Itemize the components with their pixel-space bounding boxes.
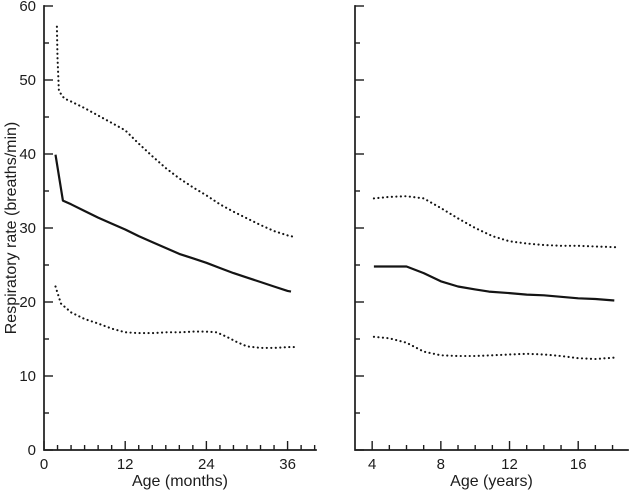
x-axis-tick-label: 4 xyxy=(368,456,376,473)
y-axis-tick-label: 50 xyxy=(19,72,36,89)
x-axis-title: Age (years) xyxy=(450,473,533,490)
panel-childhood: 4 8 12 16 Age (years) xyxy=(354,5,629,490)
x-axis-tick-label: 36 xyxy=(279,456,296,473)
y-axis-tick-label: 30 xyxy=(19,220,36,237)
y-axis-tick-label: 10 xyxy=(19,368,36,385)
y-axis-tick-label: 0 xyxy=(28,442,36,459)
x-axis-tick-label: 0 xyxy=(40,456,48,473)
y-axis-tick-label: 40 xyxy=(19,146,36,163)
y-axis-title: Respiratory rate (breaths/min) xyxy=(3,122,20,335)
series-lower-centile-dotted xyxy=(54,285,296,349)
series-lower-centile-dotted xyxy=(372,335,618,361)
x-axis-tick-label: 12 xyxy=(117,456,134,473)
y-axis-tick-label: 20 xyxy=(19,294,36,311)
series-median-solid xyxy=(54,154,292,293)
x-axis-tick-label: 12 xyxy=(501,456,518,473)
axes xyxy=(43,5,317,451)
x-axis-tick-label: 24 xyxy=(198,456,215,473)
y-axis-tick-label: 60 xyxy=(19,0,36,15)
x-axis-tick-label: 16 xyxy=(570,456,587,473)
series-upper-centile-dotted xyxy=(55,25,296,238)
axes xyxy=(354,5,629,451)
x-axis-title: Age (months) xyxy=(132,473,228,490)
series-upper-centile-dotted xyxy=(372,195,618,249)
panel-infancy: 0 10 20 30 40 50 60 0 12 24 36 Age (months) Respirat… xyxy=(3,0,317,490)
series-median-solid xyxy=(373,265,615,302)
x-axis-tick-label: 8 xyxy=(437,456,445,473)
